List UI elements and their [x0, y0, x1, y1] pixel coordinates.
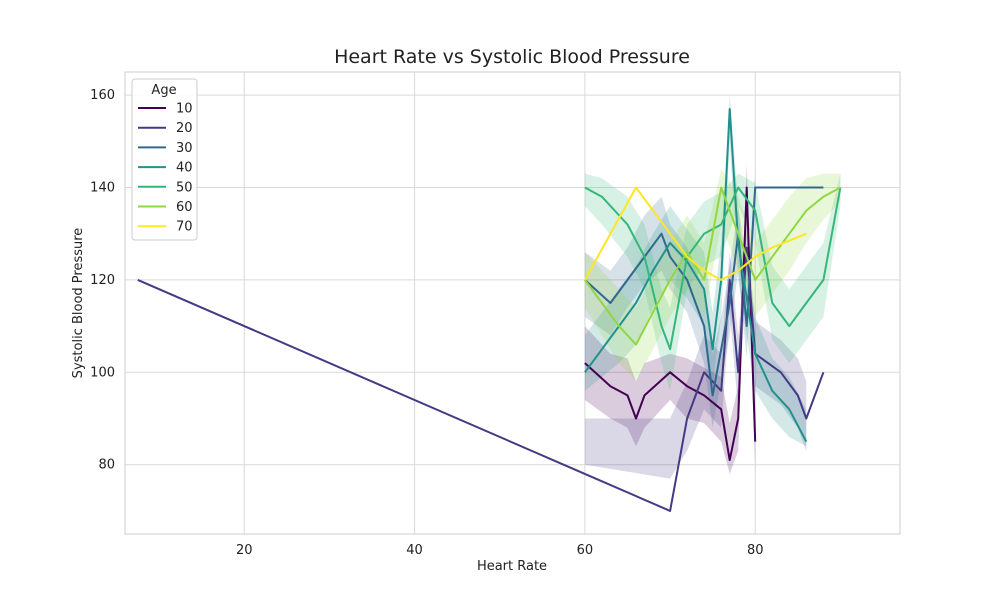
- y-axis-label: Systolic Blood Pressure: [71, 228, 86, 379]
- legend-label-age-60: 60: [176, 200, 193, 215]
- legend-label-age-40: 40: [176, 161, 193, 176]
- legend-title: Age: [151, 83, 176, 98]
- series-line-age-20: [137, 246, 825, 512]
- x-tick-labels: 20 40 60 80: [236, 543, 764, 558]
- y-tick-labels: 80 100 120 140 160: [90, 88, 115, 473]
- legend-box: [131, 78, 198, 241]
- legend-label-age-30: 30: [176, 141, 193, 156]
- y-tick-label: 80: [98, 458, 115, 473]
- y-tick-label: 120: [90, 273, 115, 288]
- legend-label-age-20: 20: [176, 121, 193, 136]
- x-tick-label: 80: [747, 543, 764, 558]
- series-line-age-70: [584, 186, 807, 281]
- legend-label-age-70: 70: [176, 220, 193, 235]
- legend-label-age-50: 50: [176, 180, 193, 195]
- x-tick-label: 20: [236, 543, 253, 558]
- series-line-age-40: [584, 108, 808, 443]
- chart-title: Heart Rate vs Systolic Blood Pressure: [334, 46, 690, 68]
- series-lines: [137, 108, 842, 512]
- x-axis-label: Heart Rate: [477, 559, 547, 574]
- y-tick-label: 140: [90, 181, 115, 196]
- x-tick-label: 40: [406, 543, 423, 558]
- y-tick-label: 160: [90, 88, 115, 103]
- x-tick-label: 60: [577, 543, 594, 558]
- confidence-band-age-30: [584, 173, 756, 428]
- legend-label-age-10: 10: [176, 102, 193, 117]
- y-tick-label: 100: [90, 365, 115, 380]
- confidence-band-age-60: [584, 169, 841, 382]
- series-line-age-60: [584, 186, 841, 346]
- confidence-band-age-40: [584, 95, 807, 447]
- plot-area: [124, 71, 901, 535]
- series-line-age-10: [584, 186, 757, 462]
- legend-items: 10 20 30 40 50 60 70: [138, 102, 193, 235]
- legend: Age 10 20 30 40 50 60 70: [131, 78, 198, 241]
- confidence-band-age-50: [584, 173, 841, 391]
- series-line-age-30: [584, 186, 824, 397]
- grid: [125, 72, 900, 534]
